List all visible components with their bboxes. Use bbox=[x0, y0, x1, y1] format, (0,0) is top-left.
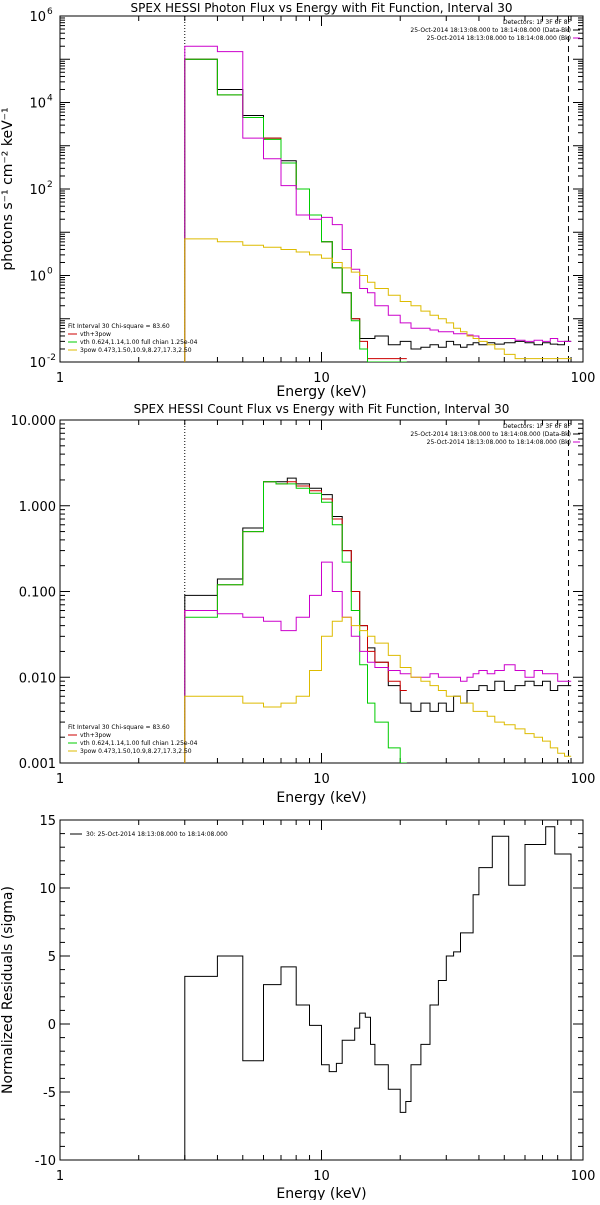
y-tick-exponent: -2 bbox=[47, 353, 56, 363]
legend-entry: Fit Interval 30 Chi-square = 83.60 bbox=[68, 323, 170, 330]
x-axis-label: Energy (keV) bbox=[276, 790, 366, 806]
series-line-1 bbox=[184, 477, 572, 763]
y-tick-exponent: 0 bbox=[47, 267, 53, 277]
y-tick-label: 10 bbox=[29, 183, 46, 198]
x-tick-label: 1 bbox=[56, 371, 64, 386]
legend-entry: 3pow 0.473,1.50,10.9,8.27,17.3,2.50 bbox=[80, 347, 192, 354]
y-axis-label: photons s⁻¹ cm⁻² keV⁻¹ bbox=[0, 107, 16, 270]
x-tick-label: 10 bbox=[313, 1169, 330, 1184]
info-line: 25-Oct-2014 18:13:08.000 to 18:14:08.000… bbox=[427, 35, 571, 42]
y-tick-label: 15 bbox=[39, 814, 56, 829]
chart-panel-1: SPEX HESSI Photon Flux vs Energy with Fi… bbox=[0, 1, 595, 400]
x-tick-label: 100 bbox=[571, 371, 596, 386]
y-axis: -10 -5 0 5 10 15 Normalized Residuals (sigma) bbox=[0, 814, 583, 1169]
y-tick-label: 10 bbox=[29, 356, 46, 371]
series-line-5 bbox=[184, 616, 572, 763]
series-line-1 bbox=[184, 826, 578, 1160]
legend-entry: 30: 25-Oct-2014 18:13:08.000 to 18:14:08… bbox=[86, 831, 228, 838]
info-line: 25-Oct-2014 18:13:08.000 to 18:14:08.000… bbox=[427, 439, 571, 446]
y-tick-label: 0.010 bbox=[19, 671, 56, 686]
x-tick-label: 1 bbox=[56, 1169, 64, 1184]
info-line: Detectors: 1F 3F 6F 8F bbox=[503, 423, 572, 430]
y-tick-label: -10 bbox=[35, 1154, 56, 1169]
info-line: 25-Oct-2014 18:13:08.000 to 18:14:08.000… bbox=[410, 27, 571, 34]
y-tick-label: 0.100 bbox=[19, 586, 56, 601]
info-line: 25-Oct-2014 18:13:08.000 to 18:14:08.000… bbox=[410, 431, 571, 438]
y-tick-label: -5 bbox=[43, 1086, 56, 1101]
legend-entry: vth+3pow bbox=[80, 331, 111, 338]
legend-entry: vth 0.624,1.14,1.00 full chian 1.25e-04 bbox=[80, 339, 198, 346]
y-tick-exponent: 6 bbox=[47, 7, 53, 17]
legend: 30: 25-Oct-2014 18:13:08.000 to 18:14:08… bbox=[70, 831, 228, 838]
y-tick-label: 1.000 bbox=[19, 500, 56, 515]
x-axis: 1 10 100 Energy (keV) bbox=[56, 16, 596, 400]
legend-entry: vth 0.624,1.14,1.00 full chian 1.25e-04 bbox=[80, 740, 198, 747]
y-tick-label: 10 bbox=[29, 10, 46, 25]
y-axis: 0.001 0.010 0.100 1.000 10.000 bbox=[11, 414, 583, 772]
y-tick-exponent: 2 bbox=[47, 180, 53, 190]
chart-title: SPEX HESSI Photon Flux vs Energy with Fi… bbox=[131, 1, 513, 15]
y-tick-exponent: 4 bbox=[47, 94, 53, 104]
y-tick-label: 10 bbox=[29, 270, 46, 285]
x-tick-label: 100 bbox=[571, 1169, 596, 1184]
y-tick-label: 10.000 bbox=[11, 414, 57, 429]
x-tick-label: 1 bbox=[56, 772, 64, 787]
legend-entry: Fit Interval 30 Chi-square = 83.60 bbox=[68, 724, 170, 731]
x-tick-label: 100 bbox=[571, 772, 596, 787]
y-tick-label: 0 bbox=[48, 1018, 56, 1033]
y-tick-label: 0.001 bbox=[19, 757, 56, 772]
series-line-4 bbox=[184, 45, 572, 362]
y-tick-label: 5 bbox=[48, 950, 56, 965]
legend: Fit Interval 30 Chi-square = 83.60vth+3p… bbox=[68, 323, 198, 354]
legend: Fit Interval 30 Chi-square = 83.60vth+3p… bbox=[68, 724, 198, 755]
chart-panel-2: SPEX HESSI Count Flux vs Energy with Fit… bbox=[11, 402, 596, 806]
info-line: Detectors: 1F 3F 6F 8F bbox=[503, 19, 572, 26]
plot-area bbox=[184, 16, 572, 362]
x-axis: 1 10 100 Energy (keV) bbox=[56, 820, 596, 1202]
y-tick-label: 10 bbox=[29, 97, 46, 112]
x-tick-label: 10 bbox=[313, 371, 330, 386]
chart-title: SPEX HESSI Count Flux vs Energy with Fit… bbox=[134, 402, 510, 416]
legend-entry: 3pow 0.473,1.50,10.9,8.27,17.3,2.50 bbox=[80, 748, 192, 755]
x-axis-label: Energy (keV) bbox=[276, 1186, 366, 1200]
x-tick-label: 10 bbox=[313, 772, 330, 787]
plot-area bbox=[184, 826, 578, 1160]
y-axis-label: Normalized Residuals (sigma) bbox=[0, 886, 16, 1094]
series-line-3 bbox=[184, 481, 407, 763]
plot-frame bbox=[59, 819, 584, 1161]
series-line-3 bbox=[184, 58, 407, 362]
plot-frame bbox=[59, 15, 584, 363]
y-tick-label: 10 bbox=[39, 882, 56, 897]
plot-area bbox=[184, 420, 572, 763]
series-line-5 bbox=[184, 238, 572, 362]
x-axis-label: Energy (keV) bbox=[276, 384, 366, 400]
legend-entry: vth+3pow bbox=[80, 732, 111, 739]
chart-panel-3: 1 10 100 Energy (keV) -10 -5 0 5 10 15 Normalized … bbox=[0, 814, 596, 1202]
